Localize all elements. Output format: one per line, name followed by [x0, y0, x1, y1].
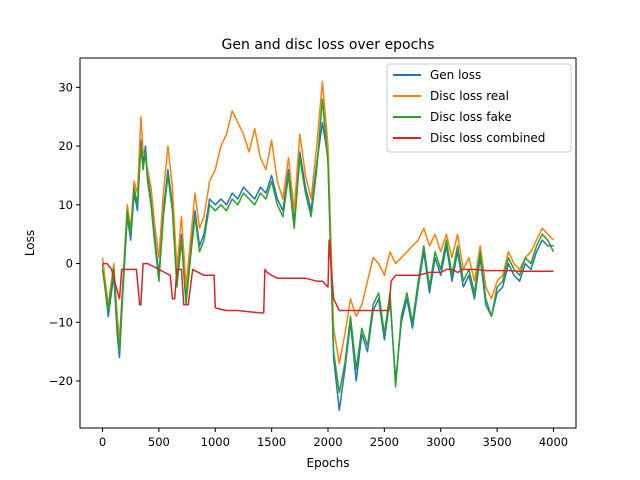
x-tick-label: 3500 [482, 435, 511, 449]
x-tick-label: 3000 [426, 435, 455, 449]
y-tick-label: −20 [49, 374, 73, 388]
x-tick-label: 2000 [313, 435, 342, 449]
legend: Gen loss Disc loss real Disc loss fake Disc… [386, 63, 572, 153]
legend-label: Gen loss [430, 68, 481, 82]
y-axis: −20 −10 0 10 20 30 [49, 80, 80, 388]
series-line-disc-loss-combined [102, 239, 554, 314]
y-tick-label: 10 [58, 198, 73, 212]
y-tick-label: 20 [58, 139, 73, 153]
y-tick-label: 30 [58, 80, 73, 94]
y-axis-label: Loss [23, 230, 37, 256]
legend-label: Disc loss real [430, 89, 509, 103]
x-tick-label: 0 [99, 435, 106, 449]
series-layer [101, 80, 555, 412]
x-axis-label: Epochs [307, 456, 350, 470]
legend-label: Disc loss combined [430, 131, 545, 145]
legend-box [386, 63, 572, 153]
legend-label: Disc loss fake [430, 110, 512, 124]
x-tick-label: 4000 [539, 435, 568, 449]
x-axis: 0 500 1000 1500 2000 2500 3000 3500 4000 [99, 428, 568, 449]
x-tick-label: 1000 [201, 435, 230, 449]
y-tick-label: −10 [49, 315, 73, 329]
x-tick-label: 1500 [257, 435, 286, 449]
chart-title: Gen and disc loss over epochs [222, 37, 435, 53]
x-tick-label: 500 [148, 435, 170, 449]
y-tick-label: 0 [66, 257, 73, 271]
series-line-disc-loss-real [101, 80, 555, 365]
x-tick-label: 2500 [370, 435, 399, 449]
series-line-disc-loss-fake [101, 98, 555, 394]
